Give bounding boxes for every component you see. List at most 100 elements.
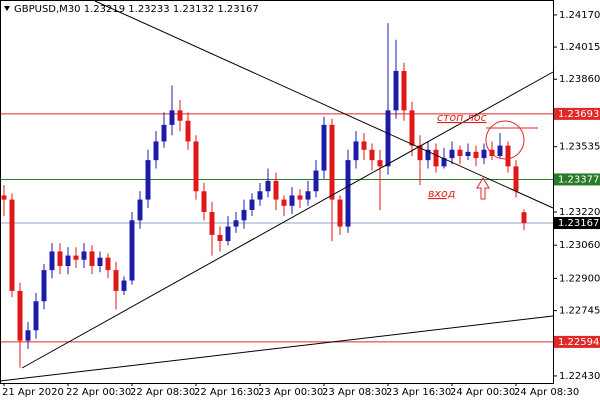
candle-body — [145, 160, 151, 200]
candle-body — [441, 158, 447, 167]
y-tick-label: 1.23060 — [559, 240, 600, 251]
candle-body — [425, 149, 431, 161]
y-tick-label: 1.24015 — [559, 42, 600, 53]
y-tick-label: 1.22430 — [559, 371, 600, 382]
candle-body — [329, 124, 335, 200]
x-tick-label: 22 Apr 00:30 — [66, 387, 131, 398]
candle-body — [137, 199, 143, 221]
candle-body — [89, 251, 95, 266]
candle-body — [369, 149, 375, 161]
y-tick-label: 1.23860 — [559, 74, 600, 85]
candle-body — [233, 220, 239, 227]
candle-body — [265, 180, 271, 192]
candle-body — [417, 145, 423, 161]
candle-body — [185, 120, 191, 142]
candle-body — [273, 180, 279, 200]
plot-border — [0, 0, 554, 384]
candle-body — [489, 149, 495, 156]
candle-body — [25, 330, 31, 341]
candle-body — [161, 124, 167, 142]
candle-body — [33, 301, 39, 331]
candle-body — [249, 199, 255, 210]
y-tick-label: 1.23535 — [559, 142, 600, 153]
candle-body — [433, 149, 439, 167]
candle-body — [353, 141, 359, 161]
candle-body — [17, 290, 23, 341]
candle-body — [177, 110, 183, 121]
candle-body — [113, 270, 119, 291]
candle-body — [105, 257, 111, 271]
price-label-box — [554, 217, 600, 230]
candle-body — [121, 280, 127, 291]
candle-body — [281, 199, 287, 206]
candle-body — [457, 149, 463, 156]
price-label: 1.23167 — [558, 218, 599, 229]
x-tick-label: 23 Apr 00:30 — [258, 387, 323, 398]
x-tick-label: 24 Apr 08:30 — [514, 387, 579, 398]
candle-body — [193, 141, 199, 192]
annotation: вход — [428, 187, 455, 200]
symbol: GBPUSD,M30 — [14, 4, 81, 15]
candle-body — [465, 151, 471, 156]
candle-body — [409, 110, 415, 146]
candle-body — [73, 255, 79, 260]
trend-line — [94, 0, 554, 209]
candle-body — [401, 70, 407, 111]
candle-body — [225, 226, 231, 242]
annotation: стоп лос — [437, 111, 487, 124]
candle-body — [385, 110, 391, 167]
candle-body — [169, 110, 175, 125]
candle-body — [505, 145, 511, 167]
close-value: 1.23167 — [217, 4, 258, 15]
open-value: 1.23219 — [84, 4, 125, 15]
candle-body — [201, 191, 207, 213]
price-label: 1.23377 — [558, 174, 599, 185]
candle-body — [209, 212, 215, 235]
candle-body — [337, 199, 343, 227]
price-label-box — [554, 335, 600, 348]
x-tick-label: 23 Apr 08:30 — [322, 387, 387, 398]
candle-body — [497, 145, 503, 156]
trend-line — [21, 71, 554, 369]
x-tick-label: 22 Apr 08:30 — [130, 387, 195, 398]
candle-body — [65, 255, 71, 266]
low-value: 1.23132 — [173, 4, 214, 15]
candle-body — [153, 141, 159, 161]
price-label-box — [554, 107, 600, 120]
candle-body — [305, 191, 311, 200]
header: GBPUSD,M30 1.23219 1.23233 1.23132 1.231… — [14, 4, 259, 15]
candle-body — [289, 195, 295, 206]
candle-body — [297, 195, 303, 200]
candle-body — [81, 251, 87, 260]
candle-body — [257, 191, 263, 200]
symbol-icon — [4, 6, 10, 11]
y-tick-label: 1.23220 — [559, 207, 600, 218]
candle-body — [49, 251, 55, 271]
candle-body — [321, 124, 327, 171]
x-tick-label: 24 Apr 00:30 — [450, 387, 515, 398]
high-value: 1.23233 — [128, 4, 169, 15]
x-tick-label: 21 Apr 2020 — [2, 387, 64, 398]
up-arrow — [476, 177, 490, 200]
price-label: 1.23693 — [558, 109, 599, 120]
circle-marker — [485, 120, 525, 160]
x-tick-label: 22 Apr 16:30 — [194, 387, 259, 398]
price-label-box — [554, 173, 600, 186]
candle-body — [41, 270, 47, 302]
plot-area — [0, 23, 553, 368]
candle-body — [241, 209, 247, 221]
x-tick-label: 23 Apr 16:30 — [386, 387, 451, 398]
candle-body — [57, 251, 63, 266]
y-tick-label: 1.22900 — [559, 273, 600, 284]
candle-body — [361, 141, 367, 150]
candle-body — [473, 151, 479, 159]
y-tick-label: 1.22745 — [559, 306, 600, 317]
trend-line — [0, 315, 554, 382]
candle-body — [129, 220, 135, 281]
candle-body — [345, 160, 351, 227]
candle-body — [521, 212, 527, 224]
candle-body — [449, 149, 455, 159]
candle-body — [513, 166, 519, 192]
candle-body — [313, 170, 319, 192]
